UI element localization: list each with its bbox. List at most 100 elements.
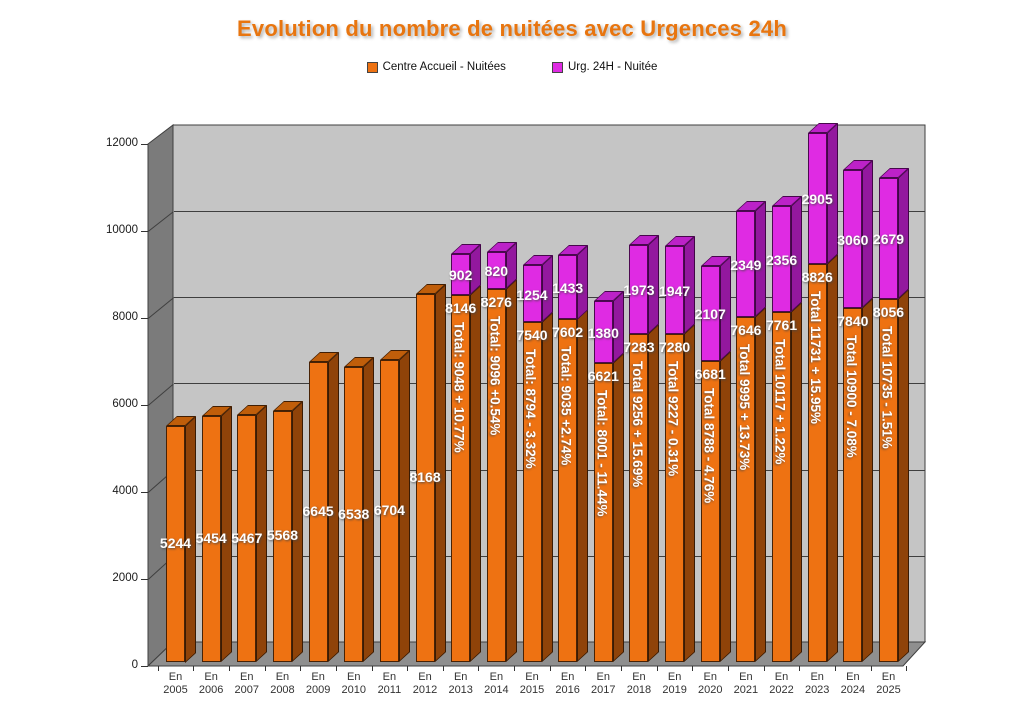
bar-2019-centre-value: 7280 bbox=[659, 338, 691, 355]
bar-2005-centre-value: 5244 bbox=[159, 534, 192, 551]
bar-2005-centre-front bbox=[166, 425, 185, 662]
x-axis-label-2006: En 2006 bbox=[198, 671, 224, 696]
chart-title: Evolution du nombre de nuitées avec Urge… bbox=[237, 16, 787, 41]
bar-2016-urg-value: 1433 bbox=[552, 279, 584, 296]
x-axis-label-2014: En 2014 bbox=[484, 671, 509, 696]
bar-2018-centre-value: 7283 bbox=[623, 338, 655, 355]
bar-2013-urg-value: 902 bbox=[449, 267, 473, 284]
bar-2011-centre-value: 6704 bbox=[373, 501, 405, 518]
bar-2019-total-label: Total 9227 - 0.31% bbox=[665, 360, 681, 476]
bar-2021-centre-value: 7646 bbox=[730, 322, 762, 339]
x-axis-tick bbox=[300, 666, 302, 671]
x-axis-tick bbox=[799, 666, 801, 671]
gridline-10000 bbox=[173, 211, 925, 212]
bar-2013-centre-front bbox=[451, 294, 471, 662]
x-axis-tick bbox=[228, 666, 230, 671]
bar-2024-centre-front bbox=[843, 308, 863, 662]
bar-2020-centre-side bbox=[719, 350, 731, 662]
bar-2017-total-label: Total: 8001 - 11.44% bbox=[594, 390, 610, 517]
x-axis-tick bbox=[692, 666, 694, 671]
bar-2025-urg-value: 2679 bbox=[872, 231, 905, 248]
bar-2015-urg-value: 1254 bbox=[516, 286, 548, 303]
bar-2021-centre-front bbox=[736, 317, 756, 662]
bar-2025-urg-front bbox=[879, 177, 898, 299]
legend-item-centre-accueil: Centre Accueil - Nuitées bbox=[366, 61, 506, 73]
y-axis-label-10000: 10000 bbox=[106, 224, 138, 236]
x-axis-tick bbox=[514, 666, 516, 671]
x-axis-tick bbox=[763, 666, 765, 671]
bar-2011-centre-front bbox=[379, 359, 399, 662]
y-axis-label-4000: 4000 bbox=[112, 485, 138, 497]
y-axis-label-12000: 12000 bbox=[106, 137, 138, 149]
x-axis-tick bbox=[870, 666, 872, 671]
bar-2019-centre-side bbox=[684, 323, 696, 662]
x-axis-label-2008: En 2008 bbox=[270, 671, 295, 696]
x-axis-tick bbox=[442, 666, 444, 671]
bar-2015-centre-front bbox=[522, 321, 542, 662]
bar-2006-centre-value: 5454 bbox=[195, 530, 227, 546]
bar-2013-centre-value: 8146 bbox=[445, 299, 477, 316]
legend-label-urg: Urg. 24H - Nuitée bbox=[567, 61, 658, 73]
x-axis-label-2024: En 2024 bbox=[840, 671, 866, 696]
x-axis-label-2019: En 2019 bbox=[662, 671, 687, 696]
bar-2013-centre-side bbox=[470, 284, 482, 662]
bar-2021-urg-value: 2349 bbox=[730, 257, 762, 274]
bar-2018-urg-value: 1973 bbox=[623, 282, 655, 299]
bar-2023-total-label: Total 11731 + 15.95% bbox=[808, 290, 824, 424]
bar-2019-urg-value: 1947 bbox=[659, 282, 691, 299]
bar-2022-total-label: Total 10117 + 1.22% bbox=[772, 338, 788, 465]
legend-swatch-centre-icon bbox=[366, 61, 378, 73]
x-axis-label-2005: En 2005 bbox=[163, 671, 188, 696]
y-axis-tick-0 bbox=[141, 666, 148, 667]
bar-2022-centre-front bbox=[772, 311, 792, 662]
bar-2006-centre-front bbox=[201, 416, 221, 662]
bar-2013-total-label: Total: 9048 + 10.77% bbox=[451, 321, 467, 453]
bar-2023-centre-value: 8826 bbox=[801, 268, 833, 285]
bar-2024-centre-value: 7840 bbox=[837, 313, 869, 330]
x-axis-tick bbox=[193, 666, 195, 671]
bar-2018-urg-front bbox=[629, 244, 649, 334]
bar-2018-centre-front bbox=[629, 333, 649, 662]
bar-2015-centre-side bbox=[541, 311, 553, 662]
bar-2025-centre-front bbox=[879, 298, 898, 662]
bar-2022-urg-value: 2356 bbox=[765, 251, 798, 268]
x-axis-label-2007: En 2007 bbox=[234, 671, 260, 696]
gridline-side-8000 bbox=[148, 297, 175, 319]
bar-2014-centre-value: 8276 bbox=[480, 293, 512, 310]
y-axis-label-0: 0 bbox=[131, 659, 138, 671]
x-axis-label-2010: En 2010 bbox=[341, 671, 366, 696]
bar-2022-centre-value: 7761 bbox=[765, 316, 798, 333]
bar-2022-urg-front bbox=[772, 205, 792, 312]
bar-2020-urg-value: 2107 bbox=[694, 306, 726, 323]
bar-2013-urg-front bbox=[451, 253, 471, 295]
bar-2015-urg-front bbox=[522, 265, 542, 322]
bar-2017-centre-value: 6621 bbox=[587, 368, 619, 385]
bar-2008-centre-front bbox=[272, 410, 292, 662]
x-axis-label-2015: En 2015 bbox=[519, 671, 545, 696]
x-axis-tick bbox=[407, 666, 409, 671]
bar-2020-centre-front bbox=[700, 360, 720, 662]
bar-2016-urg-front bbox=[558, 254, 578, 320]
x-axis-tick bbox=[906, 666, 908, 671]
x-axis-label-2025: En 2025 bbox=[876, 671, 901, 696]
bar-2012-centre-value: 8168 bbox=[409, 468, 441, 485]
bar-2016-centre-front bbox=[558, 319, 578, 662]
legend-item-urg-24h: Urg. 24H - Nuitée bbox=[551, 61, 658, 73]
bar-2020-urg-front bbox=[700, 265, 720, 361]
gridline-side-6000 bbox=[148, 383, 175, 406]
x-axis-label-2009: En 2009 bbox=[305, 671, 331, 696]
y-axis-tick-12000 bbox=[141, 144, 148, 145]
x-axis-tick bbox=[264, 666, 266, 671]
bar-2024-centre-side bbox=[862, 298, 874, 662]
y-axis-label-2000: 2000 bbox=[112, 572, 138, 584]
x-axis-tick bbox=[478, 666, 480, 671]
bar-2018-centre-side bbox=[648, 323, 660, 662]
x-axis-label-2013: En 2013 bbox=[448, 671, 473, 696]
y-axis-tick-8000 bbox=[141, 318, 148, 319]
bar-2021-urg-front bbox=[736, 211, 756, 318]
legend-swatch-urg-icon bbox=[551, 61, 563, 73]
x-axis-tick bbox=[335, 666, 337, 671]
bar-2024-urg-front bbox=[843, 170, 863, 309]
